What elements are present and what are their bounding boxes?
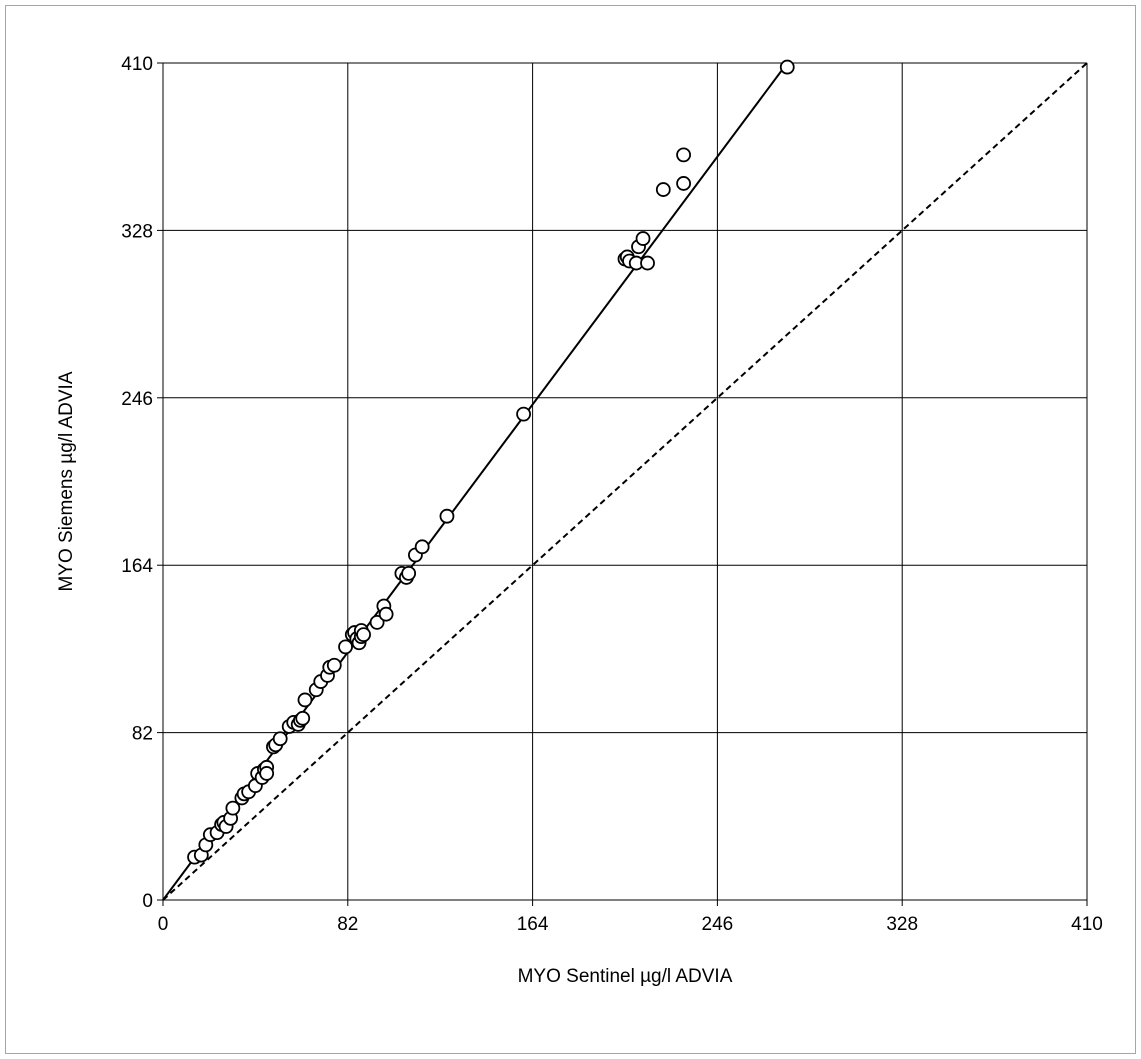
y-tick-label: 0 (142, 891, 153, 912)
data-point (635, 231, 651, 246)
identity-line (162, 62, 1088, 901)
y-tick-label: 246 (121, 389, 153, 410)
x-tick-label: 0 (158, 914, 169, 935)
data-point (401, 565, 417, 581)
y-tick-label: 82 (132, 724, 153, 745)
x-tick-label: 410 (1071, 914, 1103, 935)
data-point (378, 606, 394, 622)
x-axis-label: MYO Sentinel µg/l ADVIA (518, 966, 733, 987)
data-point (326, 657, 342, 673)
data-point (439, 508, 455, 524)
data-point (676, 147, 691, 163)
x-tick-label: 164 (517, 914, 549, 935)
y-tick-label: 410 (121, 54, 153, 75)
x-tick-label: 82 (337, 914, 358, 935)
data-point (297, 692, 313, 708)
y-tick-label: 164 (121, 556, 153, 577)
data-point (369, 614, 385, 630)
data-point (356, 627, 371, 643)
data-point (295, 710, 311, 726)
x-tick-label: 328 (886, 914, 918, 935)
data-point (676, 176, 691, 191)
x-axis-ticks: 0 82 164 246 328 410 (158, 900, 1103, 935)
y-tick-label: 328 (121, 221, 153, 242)
data-point (779, 59, 795, 75)
data-point (272, 731, 288, 747)
data-point (640, 255, 655, 271)
y-axis-ticks: 0 82 164 246 328 410 (121, 54, 163, 912)
data-point (414, 539, 430, 555)
data-point (259, 766, 275, 781)
data-point (338, 639, 353, 655)
chart-frame (5, 5, 1136, 1054)
data-point (655, 182, 671, 197)
x-tick-label: 246 (702, 914, 734, 935)
data-points (187, 59, 795, 865)
y-axis-label: MYO Siemens µg/l ADVIA (56, 371, 77, 591)
grid-lines (162, 62, 1088, 901)
data-point (516, 406, 531, 422)
data-point (225, 800, 241, 816)
